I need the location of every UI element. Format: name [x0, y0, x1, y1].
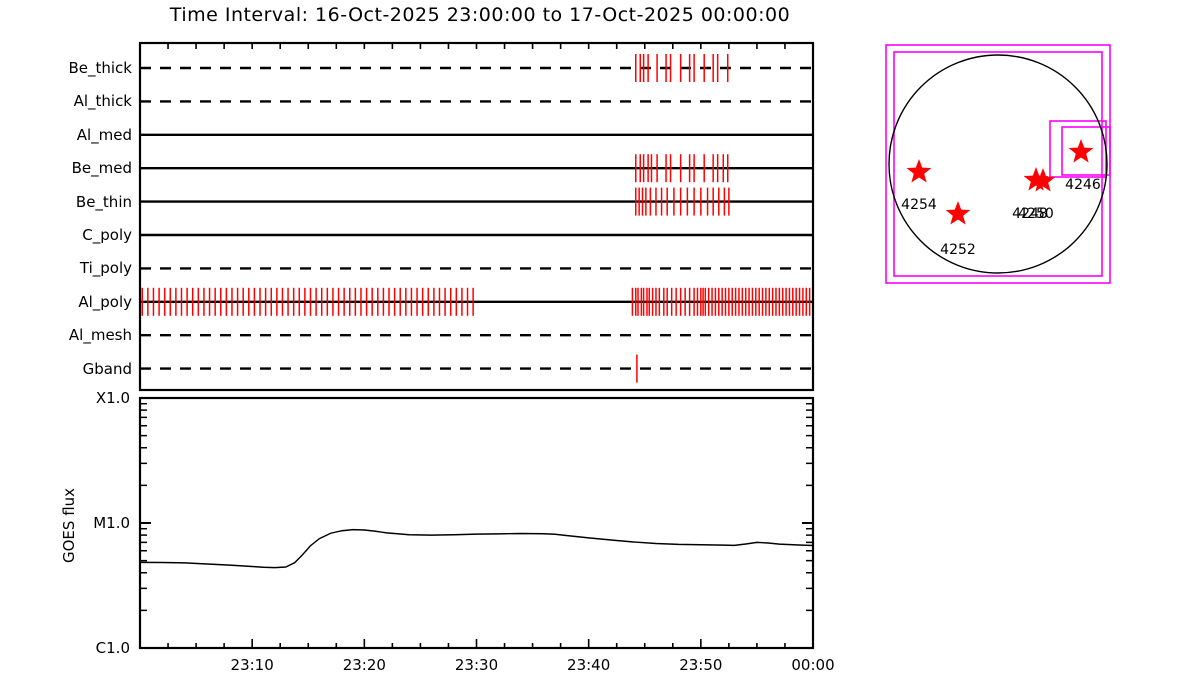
goes-flux-svg — [138, 396, 815, 650]
fov-box-1 — [893, 51, 1103, 277]
active-region-label-4252: 4252 — [940, 242, 976, 258]
flux-y-tick-label: X1.0 — [95, 389, 130, 407]
flux-panel-frame — [138, 396, 815, 650]
flux-x-tick-label: 23:20 — [342, 656, 386, 674]
solar-limb — [888, 54, 1108, 274]
flux-x-tick-label: 23:50 — [679, 656, 723, 674]
goes-flux-panel: X1.0 M1.0 C1.0 23:10 23:20 23:30 23:40 23:50 00:… — [0, 385, 860, 685]
active-region-label-4248: 4248 — [1012, 206, 1048, 222]
solar-disk-panel: 4254 4252 4248 4250 4246 — [860, 20, 1140, 320]
solar-disk-svg — [885, 44, 1111, 284]
flux-x-tick-label: 23:30 — [454, 656, 499, 674]
filter-panel-frame — [138, 41, 815, 392]
flux-y-tick-label: C1.0 — [95, 639, 130, 657]
fov-box-3 — [1061, 126, 1111, 176]
goes-flux-curve — [139, 528, 814, 569]
active-region-label-4246: 4246 — [1065, 177, 1101, 193]
filter-label-Gband: Gband — [82, 359, 132, 378]
filter-label-Be_thick: Be_thick — [68, 59, 132, 77]
active-region-label-4254: 4254 — [901, 197, 937, 213]
filter-label-Al_med: Al_med — [76, 125, 132, 144]
flux-x-tick-label: 00:00 — [791, 656, 835, 674]
active-region-star-4246 — [1068, 139, 1094, 163]
active-region-label-4250: 4250 — [1018, 206, 1054, 222]
flux-axis-title: GOES flux — [60, 487, 78, 563]
filter-label-Al_thick: Al_thick — [73, 92, 132, 111]
flux-x-tick-label: 23:40 — [567, 656, 611, 674]
filter-label-Ti_poly: Ti_poly — [79, 259, 132, 278]
filter-label-Be_thin: Be_thin — [75, 192, 132, 211]
active-region-star-4254 — [906, 159, 932, 183]
flux-x-tick-label: 23:10 — [230, 656, 274, 674]
filter-label-Be_med: Be_med — [71, 159, 132, 178]
filter-label-C_poly: C_poly — [82, 226, 132, 244]
filter-timeline-panel: Be_thick Al_thick Al_med Be_med Be_thin C_pol… — [0, 0, 860, 400]
filter-label-Al_mesh: Al_mesh — [68, 326, 132, 345]
active-region-star-4250 — [1030, 168, 1056, 192]
flux-y-tick-label: M1.0 — [93, 514, 130, 532]
filter-timeline-svg — [138, 41, 815, 392]
page-title: Time Interval: 16-Oct-2025 23:00:00 to 1… — [169, 4, 791, 26]
active-region-star-4252 — [945, 201, 971, 225]
filter-label-Al_poly: Al_poly — [78, 292, 132, 311]
